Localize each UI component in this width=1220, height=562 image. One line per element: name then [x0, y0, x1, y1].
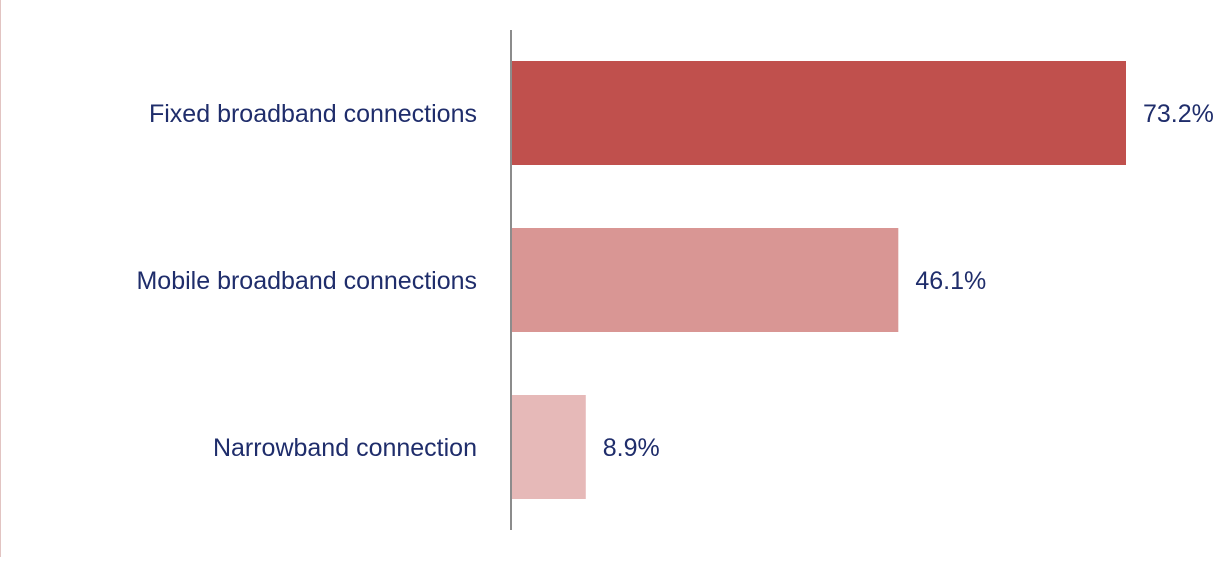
value-label-fixed-broadband-connections: 73.2% [1143, 100, 1214, 128]
category-label-narrowband-connection: Narrowband connection [213, 434, 477, 462]
category-labels-layer: Fixed broadband connections Mobile broadb… [136, 100, 477, 462]
category-label-mobile-broadband-connections: Mobile broadband connections [136, 267, 477, 295]
value-label-narrowband-connection: 8.9% [603, 434, 660, 462]
category-label-fixed-broadband-connections: Fixed broadband connections [149, 100, 477, 128]
bar-fixed-broadband-connections [511, 61, 1126, 165]
bar-narrowband-connection [511, 395, 586, 499]
value-label-mobile-broadband-connections: 46.1% [915, 267, 986, 295]
bar-mobile-broadband-connections [511, 228, 899, 332]
value-labels-layer: 73.2% 46.1% 8.9% [603, 100, 1214, 462]
bars-layer [511, 61, 1126, 499]
